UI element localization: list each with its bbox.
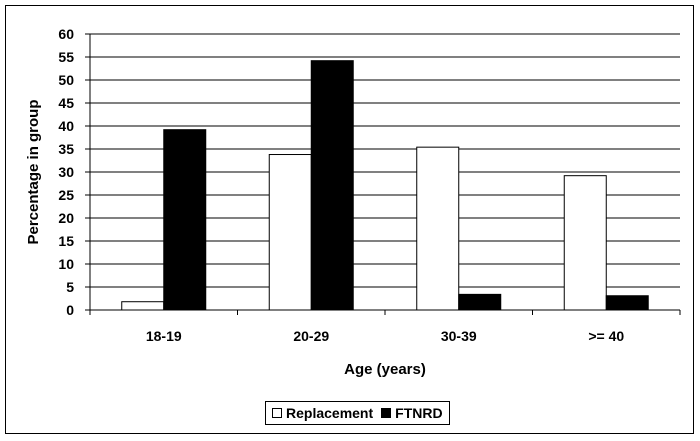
legend-item-ftnrd: FTNRD	[381, 405, 443, 421]
bar-replacement	[121, 301, 165, 311]
bar-ftnrd	[163, 129, 207, 311]
y-tick-label: 15	[58, 233, 74, 249]
bar-replacement	[268, 154, 312, 311]
y-tick-label: 30	[58, 164, 74, 180]
x-tick-label: 30-39	[441, 328, 477, 344]
legend-swatch-replacement	[272, 408, 282, 418]
legend: Replacement FTNRD	[265, 401, 450, 425]
y-tick-label: 5	[66, 279, 74, 295]
legend-swatch-ftnrd	[381, 408, 392, 418]
x-tick-label: 18-19	[146, 328, 182, 344]
bar-ftnrd	[310, 60, 354, 311]
bar-replacement	[416, 146, 460, 311]
bar-ftnrd	[605, 295, 649, 311]
legend-label-ftnrd: FTNRD	[395, 405, 443, 421]
x-axis-title: Age (years)	[344, 361, 426, 378]
x-tick-labels: 18-19 20-29 30-39 >= 40	[146, 328, 625, 344]
y-tick-label: 20	[58, 210, 74, 226]
y-tick-label: 40	[58, 118, 74, 134]
legend-label-replacement: Replacement	[286, 405, 374, 421]
bar-ftnrd	[458, 293, 502, 311]
bars	[121, 60, 649, 311]
bar-replacement	[563, 175, 607, 311]
y-tick-label: 60	[58, 26, 74, 42]
legend-item-replacement: Replacement	[272, 405, 373, 421]
y-tick-label: 35	[58, 141, 74, 157]
y-tick-label: 45	[58, 95, 74, 111]
x-tick-label: 20-29	[293, 328, 329, 344]
y-tick-label: 50	[58, 72, 74, 88]
x-tick-label: >= 40	[588, 328, 624, 344]
y-tick-label: 55	[58, 49, 74, 65]
y-tick-label: 0	[66, 302, 74, 318]
axes	[85, 33, 681, 315]
y-tick-label: 25	[58, 187, 74, 203]
y-axis-title: Percentage in group	[25, 99, 42, 244]
y-tick-label: 10	[58, 256, 74, 272]
y-tick-labels: 0 5 10 15 20 25 30 35 40 45 50 55 60	[58, 26, 74, 318]
